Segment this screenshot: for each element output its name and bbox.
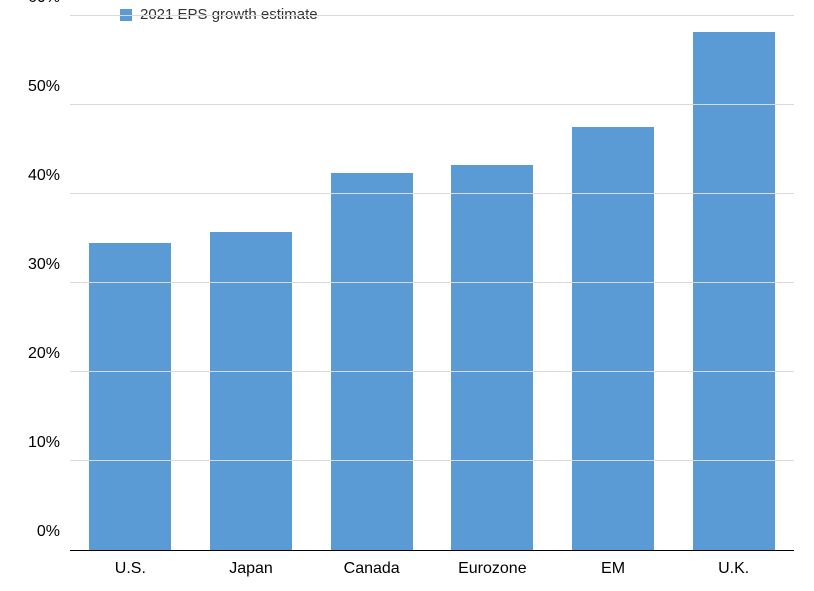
bar-slot: EM [553,16,674,550]
bar [89,243,171,550]
ytick-label: 20% [28,345,70,363]
ytick-label: 40% [28,167,70,185]
gridline [70,104,794,105]
ytick-label: 30% [28,256,70,274]
xtick-label: Canada [344,550,400,578]
xtick-label: Eurozone [458,550,527,578]
bar-slot: Eurozone [432,16,553,550]
eps-growth-chart: 2021 EPS growth estimate U.S.JapanCanada… [0,0,814,591]
bar [572,127,654,550]
bar [451,165,533,550]
xtick-label: Japan [229,550,273,578]
gridline [70,460,794,461]
bar-slot: U.K. [673,16,794,550]
bar-slot: Japan [191,16,312,550]
bar [210,232,292,550]
bar [693,32,775,550]
ytick-label: 60% [28,0,70,7]
ytick-label: 50% [28,78,70,96]
gridline [70,282,794,283]
bar-slot: Canada [311,16,432,550]
gridline [70,371,794,372]
gridline [70,193,794,194]
bars-container: U.S.JapanCanadaEurozoneEMU.K. [70,16,794,550]
xtick-label: EM [601,550,625,578]
bar [331,173,413,550]
xtick-label: U.K. [718,550,749,578]
plot-area: U.S.JapanCanadaEurozoneEMU.K. 0%10%20%30… [70,16,794,551]
ytick-label: 0% [37,523,70,541]
gridline [70,15,794,16]
xtick-label: U.S. [115,550,146,578]
ytick-label: 10% [28,434,70,452]
bar-slot: U.S. [70,16,191,550]
